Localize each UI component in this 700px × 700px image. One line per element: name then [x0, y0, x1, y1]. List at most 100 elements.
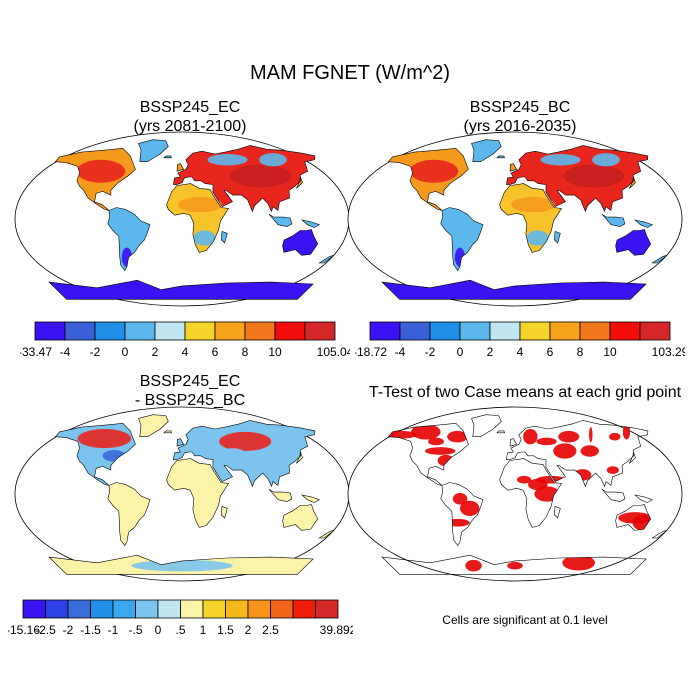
- coastline-indonesia: [268, 488, 293, 502]
- map-diff: [14, 406, 350, 582]
- colorbar-box: [90, 599, 114, 619]
- coastline-newguinea: [634, 494, 654, 503]
- coastline-samerica: [440, 207, 484, 272]
- colorbar-label: -2: [63, 623, 74, 637]
- land-samerica: [107, 482, 150, 546]
- coastline-iceland: [163, 430, 172, 434]
- coastline-africa: [166, 183, 230, 253]
- colorbar-box: [639, 321, 671, 341]
- colorbar-label: -2: [425, 345, 436, 359]
- significant-cell: [536, 437, 557, 446]
- land-antarctica: [382, 280, 647, 300]
- field-patch: [77, 429, 132, 449]
- coastline-newzealand: [651, 255, 668, 264]
- field-patch: [511, 197, 556, 213]
- panel-title-ttest-line1: T-Test of two Case means at each grid po…: [368, 384, 682, 401]
- land-iceland: [164, 155, 172, 158]
- land-uk: [177, 438, 184, 447]
- significant-cell: [507, 561, 523, 570]
- colorbar-box: [270, 599, 294, 619]
- colorbar-box: [112, 599, 136, 619]
- colorbar-box: [64, 321, 96, 341]
- land-madagascar: [221, 231, 228, 243]
- field-patch: [563, 164, 625, 188]
- panel-title-ttest: T-Test of two Case means at each grid po…: [355, 383, 695, 402]
- coastline-greenland: [138, 414, 169, 437]
- colorbar-box: [459, 321, 491, 341]
- land-greenland: [138, 139, 169, 162]
- map-bc: [347, 131, 683, 307]
- field-patch: [178, 197, 223, 213]
- coastline-eurasia: [506, 420, 649, 488]
- colorbar-label: 0: [155, 623, 162, 637]
- colorbar-box: [519, 321, 551, 341]
- colorbar-label: 105.04: [317, 345, 350, 359]
- colorbar-box: [34, 321, 66, 341]
- colorbar-box: [369, 321, 401, 341]
- colorbar-label: 2: [152, 345, 159, 359]
- colorbar-box: [274, 321, 306, 341]
- colorbar-label: 8: [577, 345, 584, 359]
- colorbar-label: 8: [242, 345, 249, 359]
- land-greenland: [138, 414, 169, 437]
- coastline-eurasia: [506, 145, 649, 213]
- significant-cell: [459, 500, 480, 516]
- colorbar-box: [609, 321, 641, 341]
- field-patch: [446, 214, 474, 234]
- land-greenland: [471, 139, 502, 162]
- land-newguinea: [302, 220, 320, 228]
- colorbar-label: 2: [245, 623, 252, 637]
- coastline-australia: [615, 229, 652, 256]
- colorbar-label: 2: [487, 345, 494, 359]
- colorbar-label: 39.892: [320, 623, 353, 637]
- colorbar-box: [429, 321, 461, 341]
- field-patch: [259, 153, 287, 167]
- land-madagascar: [221, 506, 228, 518]
- colorbar-box: [244, 321, 276, 341]
- coastline-newzealand: [318, 530, 335, 539]
- coastline-australia: [282, 504, 319, 531]
- significant-cell: [606, 466, 619, 474]
- colorbar-box: [247, 599, 271, 619]
- significant-cell: [622, 424, 631, 440]
- coastline-samerica: [107, 482, 151, 547]
- land-antarctica: [49, 280, 314, 300]
- colorbar-label: -1: [108, 623, 119, 637]
- significant-cell: [553, 443, 577, 459]
- colorbar-label: 1: [200, 623, 207, 637]
- coastline-uk: [509, 438, 518, 447]
- map-ec: [14, 131, 350, 307]
- panel-title-bc-line2: (yrs 2016-2035): [463, 118, 577, 135]
- panel-title-bc-line1: BSSP245_BC: [469, 99, 571, 116]
- field-patch: [526, 230, 549, 246]
- coastline-newguinea: [301, 494, 321, 503]
- colorbar-label: -18.72: [355, 345, 387, 359]
- colorbar-box: [579, 321, 611, 341]
- colorbar-box: [135, 599, 159, 619]
- coastline-japan: [296, 451, 303, 464]
- field-patch: [207, 154, 248, 166]
- map-ttest: [347, 406, 683, 582]
- coastline-indonesia: [601, 488, 626, 502]
- field-patch: [592, 153, 620, 167]
- significant-cell: [558, 430, 580, 443]
- coastline-indonesia: [601, 213, 626, 227]
- colorbar-label: 103.29: [652, 345, 685, 359]
- coastline-newzealand: [318, 255, 335, 264]
- coastline-madagascar: [221, 230, 228, 244]
- panel-title-diff-line2: - BSSP245_BC: [134, 392, 246, 409]
- colorbar-label: -15.16: [8, 623, 40, 637]
- field-patch: [113, 214, 141, 234]
- land-iceland: [497, 155, 505, 158]
- colorbar-box: [315, 599, 339, 619]
- colorbar-label: -.5: [128, 623, 142, 637]
- significant-cell: [428, 437, 444, 446]
- panel-title-diff: BSSP245_EC - BSSP245_BC: [70, 372, 310, 410]
- colorbar-label: 0: [457, 345, 464, 359]
- field-patch: [76, 159, 126, 183]
- panel-title-ec-line2: (yrs 2081-2100): [133, 118, 247, 135]
- colorbar-label: 1.5: [217, 623, 234, 637]
- colorbar-label: 6: [212, 345, 219, 359]
- land-newzealand: [319, 255, 335, 263]
- coastline-iceland: [496, 430, 505, 434]
